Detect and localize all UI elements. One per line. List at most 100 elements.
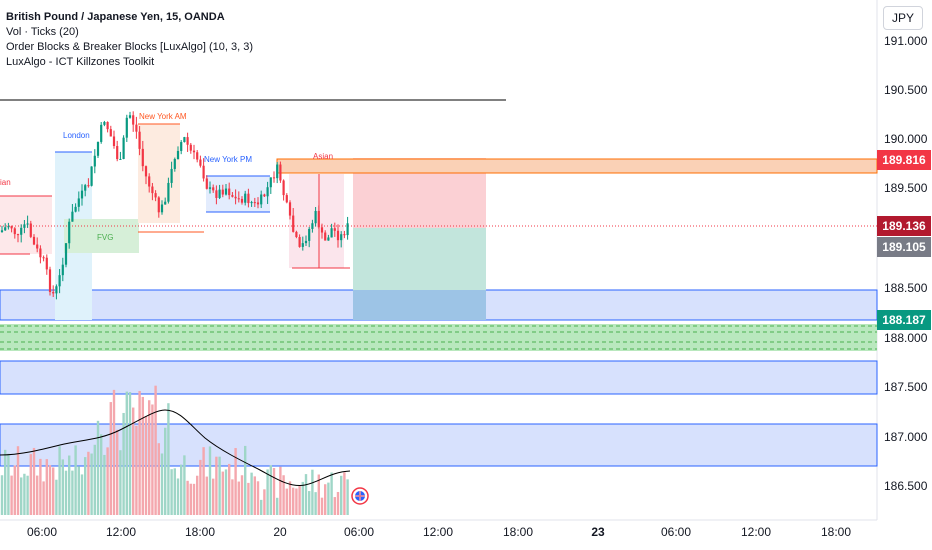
candle-body	[71, 211, 74, 222]
candle-body	[45, 257, 48, 270]
candle-body	[23, 224, 26, 228]
candle-body	[340, 234, 343, 241]
candle-body	[132, 115, 135, 125]
candle-body	[84, 185, 87, 191]
time-axis-label: 06:00	[26, 525, 58, 539]
candle-body	[74, 206, 77, 212]
volume-bar	[154, 385, 157, 515]
candle-body	[119, 158, 122, 160]
volume-bar	[16, 446, 20, 515]
candle-body	[128, 115, 132, 118]
price-tag-upper: 189.816	[877, 150, 931, 170]
candle-body	[48, 269, 52, 293]
volume-bar	[244, 445, 247, 515]
position-overlap-zone	[353, 290, 486, 320]
candle-body	[167, 182, 170, 202]
volume-bar	[304, 474, 308, 515]
candle-body	[228, 188, 231, 196]
price-tag-last: 189.136	[877, 216, 931, 236]
candle-body	[343, 234, 346, 236]
indicator-order-blocks-label[interactable]: Order Blocks & Breaker Blocks [LuxAlgo] …	[6, 41, 253, 53]
volume-bar	[189, 483, 192, 515]
indicator-volume-label[interactable]: Vol · Ticks (20)	[6, 26, 79, 38]
candle-body	[164, 201, 167, 205]
volume-bar	[320, 497, 324, 515]
candle-body	[61, 264, 64, 276]
time-axis-label: 06:00	[660, 525, 692, 539]
candle-body	[192, 150, 196, 153]
killzone-label-fvg: FVG	[97, 233, 114, 242]
volume-bar	[215, 456, 218, 515]
candle-body	[288, 202, 292, 216]
candle-body	[64, 243, 68, 265]
price-axis-label: 190.500	[884, 83, 928, 97]
volume-bar	[276, 497, 279, 515]
candle-body	[221, 189, 224, 195]
volume-bar	[285, 488, 288, 515]
candle-body	[276, 164, 279, 179]
volume-bar	[311, 469, 314, 515]
price-axis-label: 187.000	[884, 430, 928, 444]
volume-bar	[103, 454, 106, 515]
candle-body	[103, 122, 106, 125]
volume-bar	[151, 404, 154, 515]
candle-body	[224, 188, 228, 195]
killzone-label-new-york-pm: New York PM	[204, 155, 253, 164]
candle-body	[247, 193, 250, 204]
volume-bar	[45, 459, 48, 515]
indicator-killzones-label[interactable]: LuxAlgo - ICT Killzones Toolkit	[6, 56, 155, 68]
order-block-zone-2	[0, 360, 878, 395]
volume-bar	[167, 403, 170, 515]
volume-bar	[29, 454, 32, 515]
time-axis-label: 18:00	[184, 525, 216, 539]
candle-body	[314, 210, 317, 224]
volume-bar	[58, 446, 61, 515]
candle-body	[256, 202, 260, 205]
volume-bar	[26, 475, 29, 515]
symbol-title[interactable]: British Pound / Japanese Yen, 15, OANDA	[6, 11, 225, 23]
candle-body	[106, 122, 109, 130]
candle-body	[186, 137, 189, 145]
candle-body	[80, 190, 84, 199]
price-tag-prev: 189.105	[877, 237, 931, 257]
candle-body	[189, 144, 192, 151]
volume-bar	[317, 474, 320, 515]
candle-body	[336, 230, 340, 241]
candle-body	[141, 148, 144, 167]
candle-body	[311, 223, 314, 229]
candle-body	[244, 193, 247, 203]
candle-body	[55, 286, 58, 294]
candle-body	[109, 129, 112, 137]
volume-bar	[90, 453, 93, 515]
candle-body	[269, 177, 272, 188]
time-axis-label: 12:00	[105, 525, 137, 539]
volume-bar	[292, 487, 295, 515]
volume-bar	[100, 434, 103, 515]
time-axis-label: 18:00	[502, 525, 534, 539]
candle-body	[122, 137, 125, 159]
volume-bar	[218, 456, 221, 515]
volume-bar	[52, 467, 55, 515]
volume-bar	[148, 400, 151, 515]
volume-bar	[183, 455, 186, 515]
candle-body	[151, 186, 154, 194]
candle-body	[100, 124, 103, 142]
price-axis-label: 186.500	[884, 479, 928, 493]
candle-body	[317, 210, 320, 228]
volume-bar	[176, 478, 180, 515]
volume-bar	[141, 396, 144, 515]
time-axis-label: 12:00	[422, 525, 454, 539]
candle-body	[285, 195, 288, 203]
broker-flag-logo	[351, 487, 369, 505]
volume-bar	[71, 470, 74, 515]
volume-bar	[23, 473, 26, 515]
volume-bar	[186, 480, 189, 515]
currency-button[interactable]: JPY	[883, 6, 923, 30]
candle-body	[234, 196, 237, 199]
candle-body	[26, 223, 29, 225]
volume-bar	[106, 447, 109, 515]
candle-body	[330, 228, 333, 238]
volume-bars	[0, 385, 349, 515]
volume-bar	[48, 465, 52, 515]
